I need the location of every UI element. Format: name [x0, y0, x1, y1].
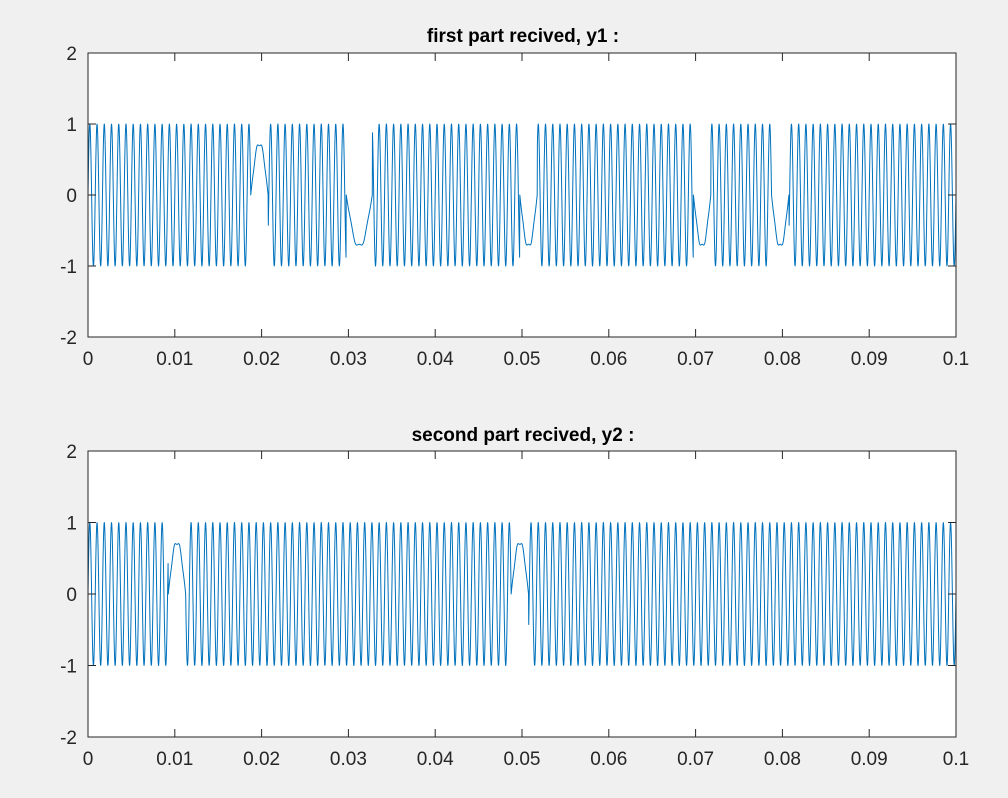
x-tick-label: 0.08: [764, 349, 801, 370]
x-tick-label: 0.1: [943, 749, 969, 770]
x-tick-label: 0.03: [330, 349, 367, 370]
y-tick-label: -2: [60, 728, 77, 749]
x-tick-label: 0.07: [677, 749, 714, 770]
x-tick-label: 0.01: [156, 749, 193, 770]
x-tick-label: 0.05: [504, 349, 541, 370]
x-tick-label: 0: [83, 349, 94, 370]
signal-line: [87, 522, 957, 666]
x-tick-label: 0.08: [764, 749, 801, 770]
y-tick-label: 0: [66, 585, 77, 606]
x-tick-label: 0.09: [851, 349, 888, 370]
y-tick-label: -1: [60, 257, 77, 278]
x-tick-label: 0.07: [677, 349, 714, 370]
signal-line: [87, 123, 957, 267]
y-tick-label: -1: [60, 657, 77, 678]
x-tick-label: 0.05: [504, 749, 541, 770]
x-tick-label: 0.04: [417, 749, 454, 770]
y-tick-label: 1: [66, 514, 77, 535]
x-tick-label: 0: [83, 749, 94, 770]
y-tick-label: 2: [66, 442, 77, 463]
x-tick-label: 0.01: [156, 349, 193, 370]
x-tick-label: 0.1: [943, 349, 969, 370]
y-tick-label: 0: [66, 186, 77, 207]
axes-outline: [87, 450, 957, 738]
chart-title: first part recived, y1 :: [427, 26, 619, 47]
axes-outline: [87, 52, 957, 338]
chart-title: second part recived, y2 :: [412, 425, 635, 446]
y-tick-label: -2: [60, 328, 77, 349]
x-tick-label: 0.06: [590, 749, 627, 770]
x-tick-label: 0.04: [417, 349, 454, 370]
x-tick-label: 0.09: [851, 749, 888, 770]
subplot-top: first part recived, y1 : 0 0.01 0.02 0.03 0.…: [60, 26, 969, 370]
x-tick-label: 0.06: [590, 349, 627, 370]
x-tick-label: 0.02: [243, 749, 280, 770]
y-tick-label: 1: [66, 115, 77, 136]
subplot-bottom: second part recived, y2 : 0 0.01 0.02 0.03 0…: [60, 425, 969, 770]
x-tick-label: 0.03: [330, 749, 367, 770]
x-tick-label: 0.02: [243, 349, 280, 370]
y-tick-label: 2: [66, 44, 77, 65]
